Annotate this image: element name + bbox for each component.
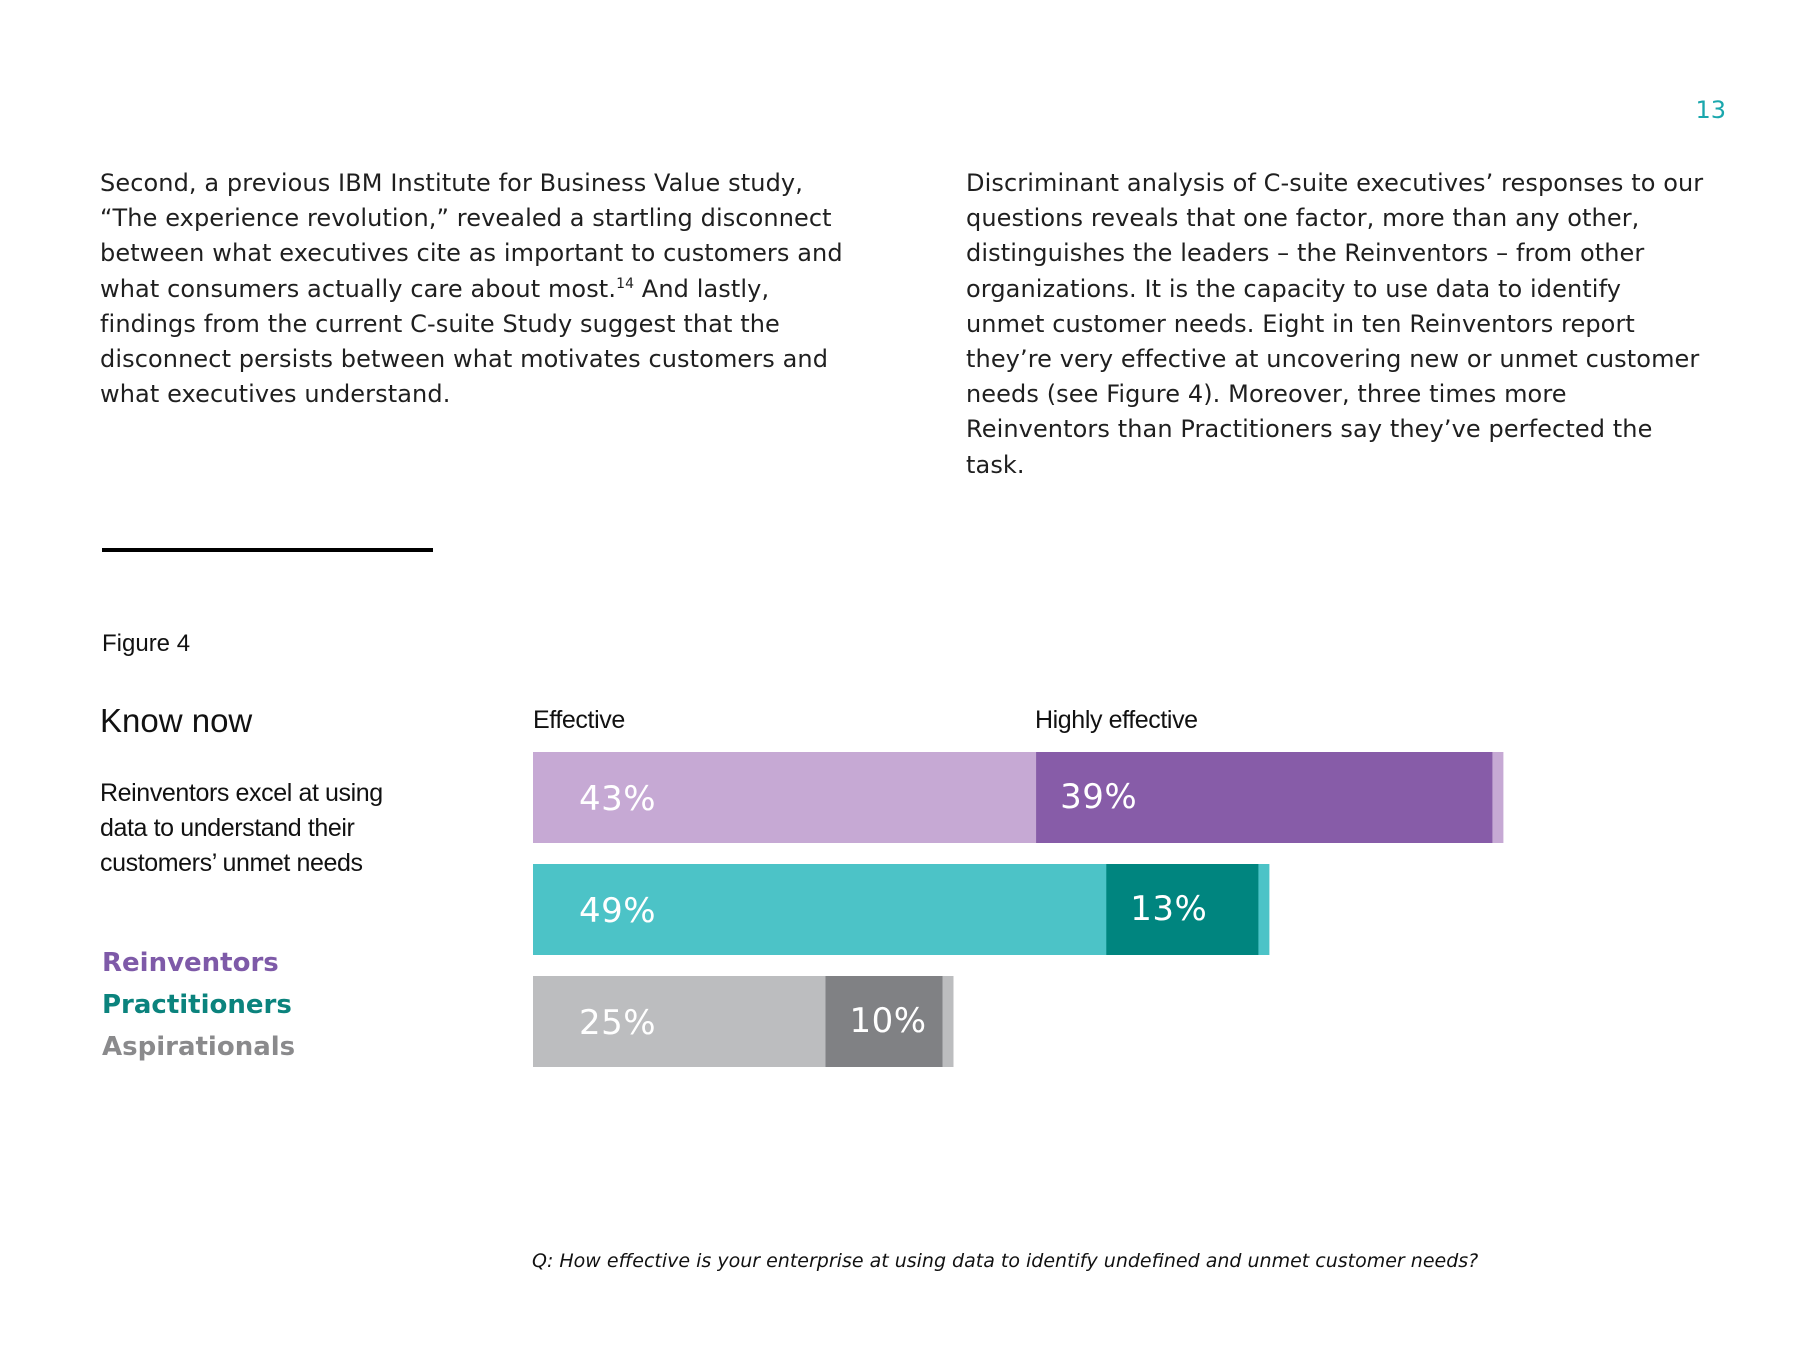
figure-subtitle: Reinventors excel at using data to under…	[100, 779, 383, 877]
paragraph-right: Discriminant analysis of C-suite executi…	[966, 169, 1704, 479]
body-text-left: Second, a previous IBM Institute for Bus…	[100, 166, 860, 412]
legend-item-reinventors: Reinventors	[102, 948, 279, 978]
section-divider	[102, 548, 433, 552]
body-text-right: Discriminant analysis of C-suite executi…	[966, 166, 1706, 483]
value-label-aspirationals-effective: 25%	[579, 1003, 656, 1043]
figure-title: Know now	[100, 702, 253, 739]
page-number: 13	[1695, 96, 1726, 124]
paragraph-left-part-2: And lastly, findings from the current C-…	[100, 274, 829, 409]
survey-question: Q: How effective is your enterprise at u…	[532, 1250, 1479, 1272]
legend-item-aspirationals: Aspirationals	[102, 1032, 296, 1062]
value-label-practitioners-effective: 49%	[579, 891, 656, 931]
column-label-effective: Effective	[533, 706, 625, 734]
column-label-highly-effective: Highly effective	[1035, 706, 1198, 734]
bar-reinventors-highly-effective	[1036, 752, 1493, 843]
legend-item-practitioners: Practitioners	[102, 990, 292, 1020]
value-label-practitioners-highly-effective: 13%	[1130, 889, 1207, 929]
bar-practitioners-highly-effective	[1106, 864, 1259, 955]
value-label-aspirationals-highly-effective: 10%	[850, 1001, 927, 1041]
paragraph-left: Second, a previous IBM Institute for Bus…	[100, 166, 860, 412]
footnote-ref[interactable]: 14	[616, 275, 635, 292]
chart-legend: Reinventors Practitioners Aspirationals	[102, 942, 295, 1068]
figure-label: Figure 4	[102, 630, 191, 657]
paragraph-left-part-1: Second, a previous IBM Institute for Bus…	[100, 169, 843, 303]
bar-aspirationals-highly-effective	[825, 976, 943, 1067]
value-label-reinventors-highly-effective: 39%	[1060, 777, 1137, 817]
value-label-reinventors-effective: 43%	[579, 779, 656, 819]
